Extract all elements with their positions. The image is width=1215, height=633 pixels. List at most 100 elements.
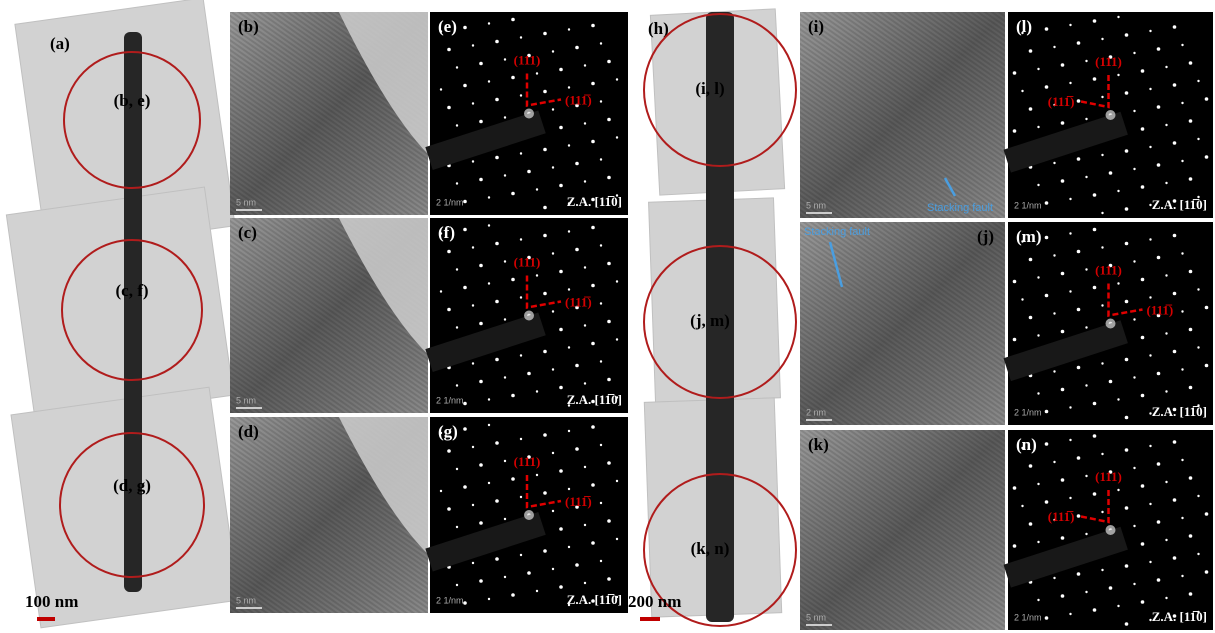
spot — [584, 64, 586, 66]
region-label: (c, f) — [115, 281, 148, 300]
spot — [511, 394, 515, 398]
central-beam — [524, 311, 534, 321]
scale-text: 2 1/nm — [1014, 200, 1042, 210]
spot — [575, 162, 579, 166]
spot — [568, 230, 570, 232]
spot — [600, 100, 602, 102]
scale-text: 5 nm — [236, 395, 256, 405]
spot — [568, 28, 570, 30]
spot — [1117, 398, 1119, 400]
spot — [511, 477, 515, 481]
spot — [463, 200, 467, 204]
spot-index: (111̅) — [1147, 302, 1174, 317]
spot — [1045, 294, 1049, 298]
spot — [536, 590, 538, 592]
scale-label: 100 nm — [25, 592, 78, 611]
spot — [1069, 198, 1071, 200]
spot — [504, 576, 506, 578]
spot — [1029, 107, 1033, 111]
spot — [1173, 292, 1177, 296]
spot — [472, 160, 474, 162]
panel-label: (m) — [1016, 227, 1041, 246]
spot — [559, 527, 563, 531]
spot — [504, 116, 506, 118]
spot — [536, 274, 538, 276]
region-label: (k, n) — [691, 539, 730, 558]
spot — [447, 507, 451, 511]
spot — [1045, 616, 1049, 620]
spot — [456, 268, 458, 270]
spot — [1125, 300, 1129, 304]
spot — [616, 78, 618, 80]
spot — [543, 234, 547, 238]
spot — [1093, 608, 1097, 612]
spot — [1149, 30, 1151, 32]
spot — [1149, 503, 1151, 505]
spot — [488, 424, 490, 426]
spot — [1157, 520, 1161, 524]
spot — [568, 346, 570, 348]
spot — [1197, 346, 1199, 348]
spot — [1045, 85, 1049, 89]
spot — [1109, 586, 1113, 590]
spot — [568, 430, 570, 432]
spot — [607, 577, 611, 581]
spot — [1165, 597, 1167, 599]
spot-index: (111̅) — [1048, 509, 1075, 524]
spot — [559, 270, 563, 274]
panel-label: (d) — [238, 422, 259, 441]
spot — [1205, 306, 1209, 310]
spot — [1117, 190, 1119, 192]
spot — [1093, 19, 1097, 23]
spot — [1069, 497, 1071, 499]
spot — [600, 158, 602, 160]
spot — [1101, 246, 1103, 248]
spot — [1077, 157, 1081, 161]
spot — [479, 463, 483, 467]
scale-text: 5 nm — [236, 197, 256, 207]
spot — [1077, 41, 1081, 45]
spot — [456, 584, 458, 586]
spot — [543, 148, 547, 152]
spot — [1029, 522, 1033, 526]
spot — [552, 166, 554, 168]
spot — [1061, 536, 1065, 540]
spot — [1157, 462, 1161, 466]
spot — [607, 60, 611, 64]
spot — [1085, 268, 1087, 270]
spot — [1117, 605, 1119, 607]
spot — [1061, 63, 1065, 67]
spot — [1077, 366, 1081, 370]
spot — [1189, 476, 1193, 480]
spot — [1077, 572, 1081, 576]
spot-index: (111̅) — [1048, 94, 1075, 109]
spot — [1181, 459, 1183, 461]
central-beam — [524, 510, 534, 520]
spot — [1085, 176, 1087, 178]
spot — [504, 58, 506, 60]
spot — [520, 152, 522, 154]
scale-text: 5 nm — [806, 612, 826, 622]
spot — [536, 72, 538, 74]
spot — [1125, 91, 1129, 95]
spot — [1085, 533, 1087, 535]
spot — [1093, 286, 1097, 290]
spot — [1173, 350, 1177, 354]
spot — [559, 386, 563, 390]
spot — [1053, 46, 1055, 48]
spot — [1157, 105, 1161, 109]
zone-axis: Z.A. [11̅0] — [567, 392, 622, 407]
spot — [1037, 126, 1039, 128]
spot — [488, 196, 490, 198]
spot — [1093, 228, 1097, 232]
spot — [1013, 544, 1017, 548]
zone-axis: Z.A. [11̅0] — [1152, 609, 1207, 624]
spot — [1029, 49, 1033, 53]
spot — [1149, 238, 1151, 240]
spot — [1101, 511, 1103, 513]
spot — [1125, 564, 1129, 568]
spot — [1141, 336, 1145, 340]
spot — [543, 90, 547, 94]
spot — [520, 554, 522, 556]
spot — [1101, 154, 1103, 156]
